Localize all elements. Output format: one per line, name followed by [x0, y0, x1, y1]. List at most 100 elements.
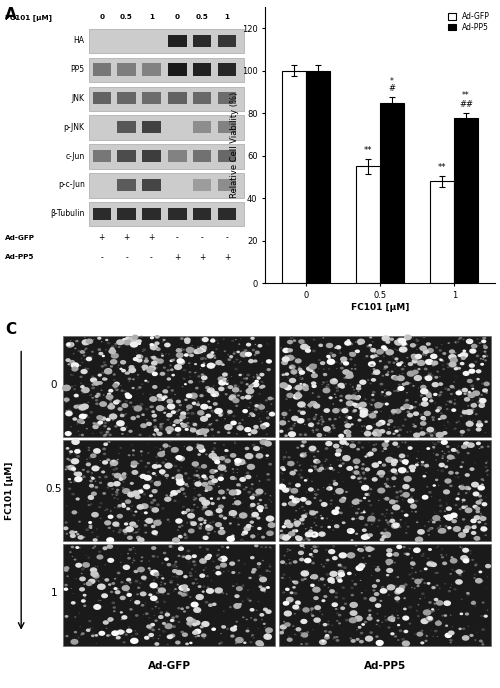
- Circle shape: [161, 473, 164, 475]
- Circle shape: [292, 394, 301, 400]
- Circle shape: [298, 369, 300, 372]
- Circle shape: [234, 625, 237, 628]
- Circle shape: [300, 544, 304, 547]
- Circle shape: [402, 383, 406, 386]
- Circle shape: [426, 635, 428, 636]
- Circle shape: [232, 534, 234, 535]
- Circle shape: [103, 453, 106, 455]
- Circle shape: [372, 462, 379, 468]
- Circle shape: [163, 601, 166, 603]
- Circle shape: [336, 612, 339, 614]
- Circle shape: [298, 550, 304, 555]
- Circle shape: [111, 488, 114, 490]
- Circle shape: [238, 460, 246, 465]
- Circle shape: [468, 392, 475, 398]
- Circle shape: [199, 382, 200, 383]
- Circle shape: [474, 564, 477, 566]
- Circle shape: [480, 478, 484, 481]
- Circle shape: [212, 603, 216, 606]
- Circle shape: [394, 367, 396, 369]
- Circle shape: [471, 520, 473, 522]
- Circle shape: [306, 514, 308, 515]
- Circle shape: [216, 508, 222, 513]
- Circle shape: [367, 519, 370, 522]
- Circle shape: [374, 592, 380, 596]
- Circle shape: [455, 579, 463, 585]
- Circle shape: [304, 424, 306, 425]
- Circle shape: [337, 460, 338, 461]
- Circle shape: [221, 625, 224, 627]
- Circle shape: [345, 491, 348, 493]
- Circle shape: [254, 404, 259, 408]
- Circle shape: [137, 374, 140, 376]
- Circle shape: [340, 606, 345, 610]
- Circle shape: [260, 613, 264, 616]
- Circle shape: [353, 498, 360, 503]
- Circle shape: [456, 366, 458, 368]
- Circle shape: [231, 535, 234, 537]
- Circle shape: [299, 517, 305, 522]
- Circle shape: [194, 349, 200, 354]
- Circle shape: [435, 346, 438, 349]
- Circle shape: [198, 466, 201, 469]
- Circle shape: [413, 406, 416, 409]
- Circle shape: [469, 550, 472, 552]
- Circle shape: [260, 381, 262, 383]
- Circle shape: [486, 474, 488, 475]
- Circle shape: [374, 402, 383, 409]
- Circle shape: [257, 534, 259, 535]
- Circle shape: [92, 477, 94, 480]
- Circle shape: [454, 428, 456, 429]
- Circle shape: [240, 539, 244, 541]
- Circle shape: [408, 548, 411, 550]
- Circle shape: [209, 475, 214, 479]
- Circle shape: [148, 633, 154, 637]
- Circle shape: [294, 529, 298, 533]
- Circle shape: [441, 344, 442, 345]
- Circle shape: [212, 478, 218, 483]
- Circle shape: [86, 338, 94, 344]
- Circle shape: [83, 583, 86, 585]
- Circle shape: [372, 431, 377, 436]
- Circle shape: [152, 411, 155, 413]
- Circle shape: [372, 477, 378, 482]
- Circle shape: [116, 636, 121, 639]
- Circle shape: [250, 505, 253, 508]
- Circle shape: [390, 632, 394, 636]
- Circle shape: [372, 521, 375, 523]
- Circle shape: [314, 605, 321, 610]
- Circle shape: [162, 341, 164, 342]
- Circle shape: [456, 451, 460, 453]
- Circle shape: [248, 385, 254, 389]
- Circle shape: [319, 639, 327, 645]
- Circle shape: [294, 387, 297, 389]
- Circle shape: [380, 394, 384, 396]
- Circle shape: [206, 413, 211, 418]
- Circle shape: [250, 641, 252, 643]
- Circle shape: [450, 558, 458, 563]
- Circle shape: [402, 492, 410, 497]
- Circle shape: [356, 385, 361, 387]
- Circle shape: [284, 355, 287, 357]
- Circle shape: [178, 591, 182, 594]
- Circle shape: [126, 526, 134, 533]
- Circle shape: [472, 390, 480, 396]
- Circle shape: [432, 442, 433, 443]
- Circle shape: [129, 581, 132, 583]
- Circle shape: [449, 401, 452, 403]
- Circle shape: [464, 508, 472, 513]
- Circle shape: [173, 590, 174, 592]
- Circle shape: [101, 372, 103, 374]
- Circle shape: [408, 466, 410, 467]
- Circle shape: [450, 385, 454, 388]
- Circle shape: [400, 361, 404, 364]
- Circle shape: [313, 533, 316, 535]
- Circle shape: [326, 384, 329, 386]
- Circle shape: [125, 583, 126, 584]
- Circle shape: [154, 425, 155, 427]
- Circle shape: [236, 425, 244, 431]
- Circle shape: [121, 433, 124, 435]
- Circle shape: [295, 601, 301, 605]
- Circle shape: [432, 382, 439, 387]
- Circle shape: [243, 411, 247, 413]
